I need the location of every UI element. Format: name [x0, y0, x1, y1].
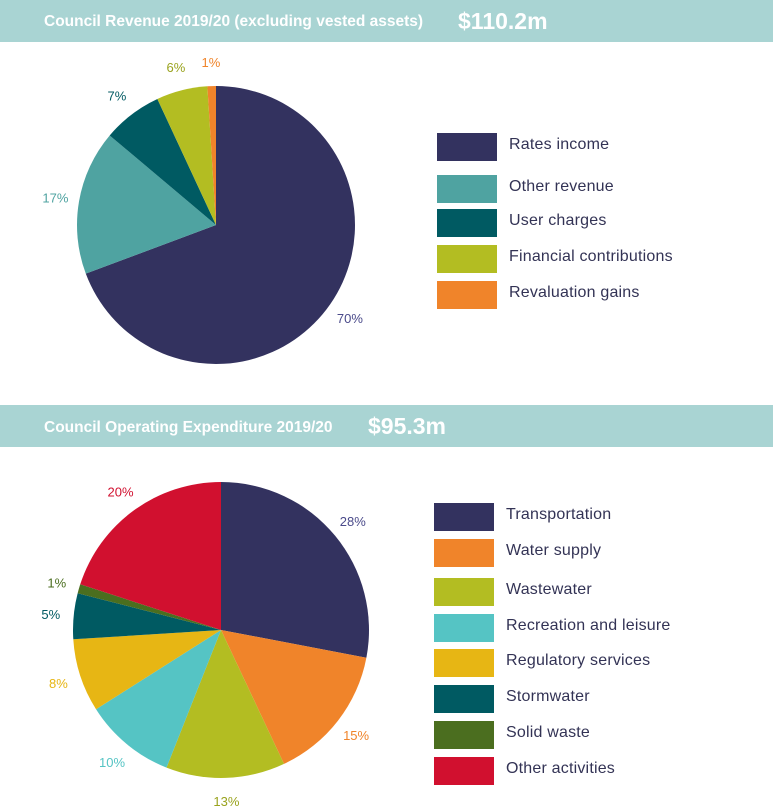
- pie-slice-revaluation-gains: [207, 86, 216, 225]
- legend-swatch: [434, 685, 494, 713]
- pie-label-other-activities: 20%: [107, 485, 133, 500]
- legend-swatch: [437, 281, 497, 309]
- pie-slice-user-charges: [109, 98, 216, 225]
- revenue-chart-title: Council Revenue 2019/20 (excluding veste…: [44, 13, 424, 30]
- pie-label-user-charges: 7%: [108, 89, 127, 104]
- legend-swatch: [437, 209, 497, 237]
- pie-label-wastewater: 13%: [213, 794, 239, 809]
- expenditure-pie-chart: 28% 15% 13% 10% 8% 5% 1% 20%: [41, 482, 370, 809]
- pie-slice-stormwater: [72, 593, 221, 640]
- revenue-header-band: Council Revenue 2019/20 (excluding veste…: [0, 0, 773, 42]
- legend-label: Water supply: [506, 542, 602, 559]
- pie-label-other-revenue: 17%: [42, 190, 68, 205]
- legend-label: Other activities: [506, 760, 616, 777]
- pie-slice-recreation-and-leisure: [96, 630, 221, 768]
- pie-label-financial-contributions: 6%: [167, 60, 186, 75]
- legend-label: Rates income: [509, 136, 610, 153]
- legend-label: Financial contributions: [509, 248, 673, 265]
- expenditure-header-band: Council Operating Expenditure 2019/20 $9…: [0, 405, 773, 447]
- legend-swatch: [434, 539, 494, 567]
- legend-swatch: [434, 721, 494, 749]
- pie-slice-solid-waste: [77, 584, 222, 630]
- legend-label: Other revenue: [509, 178, 614, 195]
- pie-slice-transportation: [221, 482, 370, 658]
- pie-slice-other-revenue: [76, 135, 217, 274]
- legend-swatch: [437, 175, 497, 203]
- legend-swatch: [434, 649, 494, 677]
- legend-swatch: [434, 614, 494, 642]
- legend-label: Regulatory services: [506, 652, 651, 669]
- legend-swatch: [437, 133, 497, 161]
- revenue-total: $110.2m: [458, 8, 548, 34]
- legend-swatch: [434, 578, 494, 606]
- pie-slice-water-supply: [221, 630, 367, 764]
- pie-label-transportation: 28%: [340, 514, 366, 529]
- revenue-pie-chart: 70% 17% 7% 6% 1%: [42, 55, 363, 365]
- legend-label: Transportation: [506, 506, 612, 523]
- pie-slice-rates-income: [85, 85, 356, 365]
- pie-slice-other-activities: [80, 482, 222, 630]
- pie-label-stormwater: 5%: [41, 607, 60, 622]
- legend-label: User charges: [509, 212, 607, 229]
- pie-slice-regulatory-services: [73, 630, 221, 710]
- pie-slice-financial-contributions: [157, 86, 216, 226]
- pie-label-recreation-and-leisure: 10%: [99, 755, 125, 770]
- legend-label: Recreation and leisure: [506, 617, 671, 634]
- legend-swatch: [434, 503, 494, 531]
- legend-label: Revaluation gains: [509, 284, 640, 301]
- legend-label: Wastewater: [506, 581, 592, 598]
- pie-label-solid-waste: 1%: [47, 575, 66, 590]
- pie-slice-wastewater: [166, 630, 285, 779]
- legend-swatch: [437, 245, 497, 273]
- legend-label: Solid waste: [506, 724, 591, 741]
- pie-label-revaluation-gains: 1%: [202, 55, 221, 70]
- pie-label-regulatory-services: 8%: [49, 676, 68, 691]
- pie-label-water-supply: 15%: [343, 728, 369, 743]
- expenditure-chart-title: Council Operating Expenditure 2019/20: [44, 419, 333, 436]
- pie-label-rates-income: 70%: [337, 311, 363, 326]
- legend-label: Stormwater: [506, 688, 590, 705]
- expenditure-total: $95.3m: [368, 413, 447, 439]
- legend-swatch: [434, 757, 494, 785]
